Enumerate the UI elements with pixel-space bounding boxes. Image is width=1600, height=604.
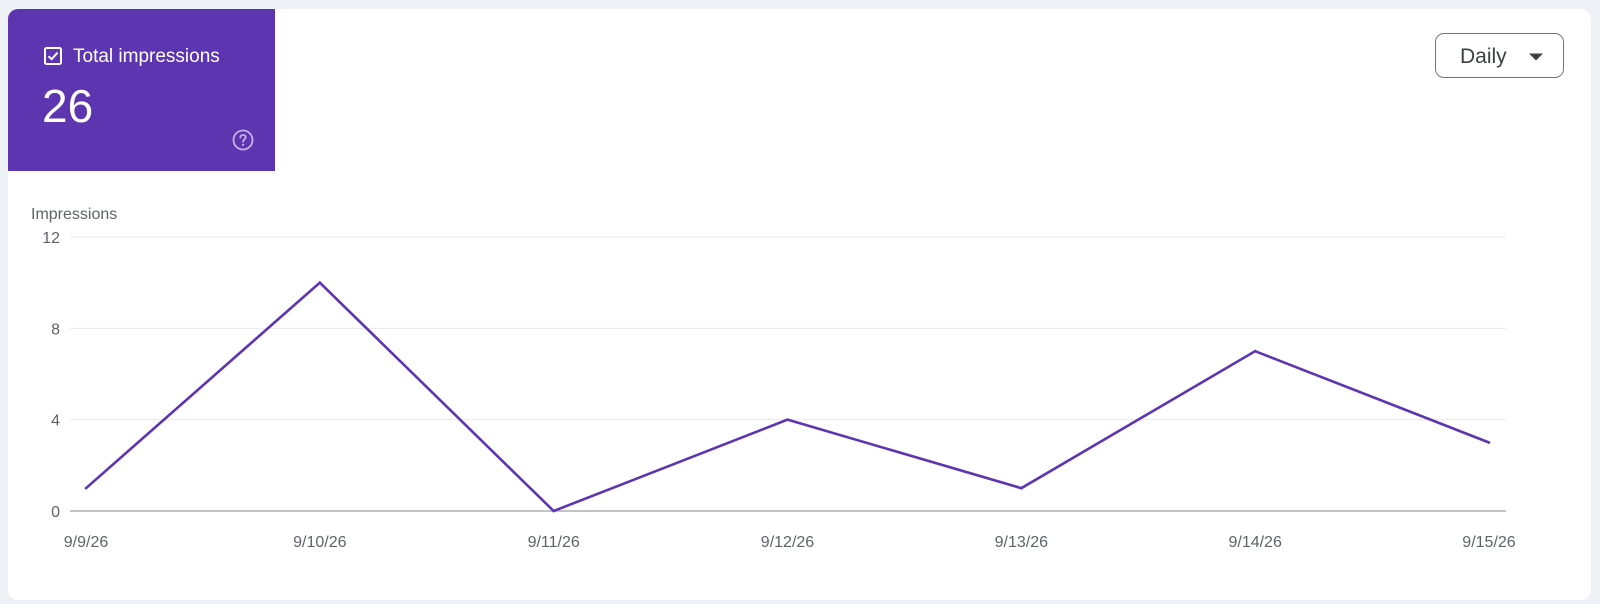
data-point[interactable] — [84, 486, 88, 490]
y-tick-label: 4 — [51, 413, 60, 430]
checkbox-checked-icon[interactable] — [44, 47, 62, 65]
total-impressions-tile[interactable]: Total impressions 26 — [8, 9, 275, 171]
x-tick-label: 9/10/26 — [293, 534, 346, 551]
metric-value: 26 — [42, 80, 94, 132]
arrow-drop-down-icon — [1529, 53, 1543, 61]
x-tick-label: 9/12/26 — [761, 534, 814, 551]
y-tick-label: 12 — [42, 230, 60, 247]
impressions-series-line — [85, 280, 1490, 513]
period-dropdown-label: Daily — [1460, 45, 1507, 68]
data-point[interactable] — [1487, 441, 1491, 444]
x-tick-label: 9/13/26 — [995, 534, 1048, 551]
data-point[interactable] — [552, 509, 555, 513]
x-tick-label: 9/9/26 — [64, 534, 109, 551]
x-tick-label: 9/11/26 — [528, 534, 580, 551]
x-tick-label: 9/14/26 — [1228, 534, 1281, 551]
y-tick-label: 8 — [51, 321, 60, 338]
data-point[interactable] — [786, 418, 789, 421]
y-tick-label: 0 — [51, 504, 60, 521]
data-point[interactable] — [1020, 486, 1023, 490]
metric-label: Total impressions — [73, 46, 220, 67]
impressions-line-chart: Impressions 0 4 8 12 9/9/26 9/10/26 9/11/26 9/… — [31, 206, 1516, 551]
data-point[interactable] — [318, 281, 322, 284]
help-circle-icon[interactable] — [231, 128, 255, 152]
y-axis-label: Impressions — [31, 206, 117, 223]
period-dropdown[interactable]: Daily — [1435, 33, 1564, 78]
impressions-card: Total impressions 26 Daily Impressions 0… — [8, 9, 1591, 600]
x-tick-label: 9/15/26 — [1462, 534, 1515, 551]
data-point[interactable] — [1253, 349, 1257, 353]
